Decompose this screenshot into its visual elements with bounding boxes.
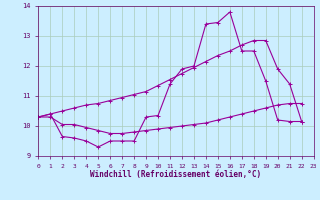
X-axis label: Windchill (Refroidissement éolien,°C): Windchill (Refroidissement éolien,°C) xyxy=(91,170,261,179)
